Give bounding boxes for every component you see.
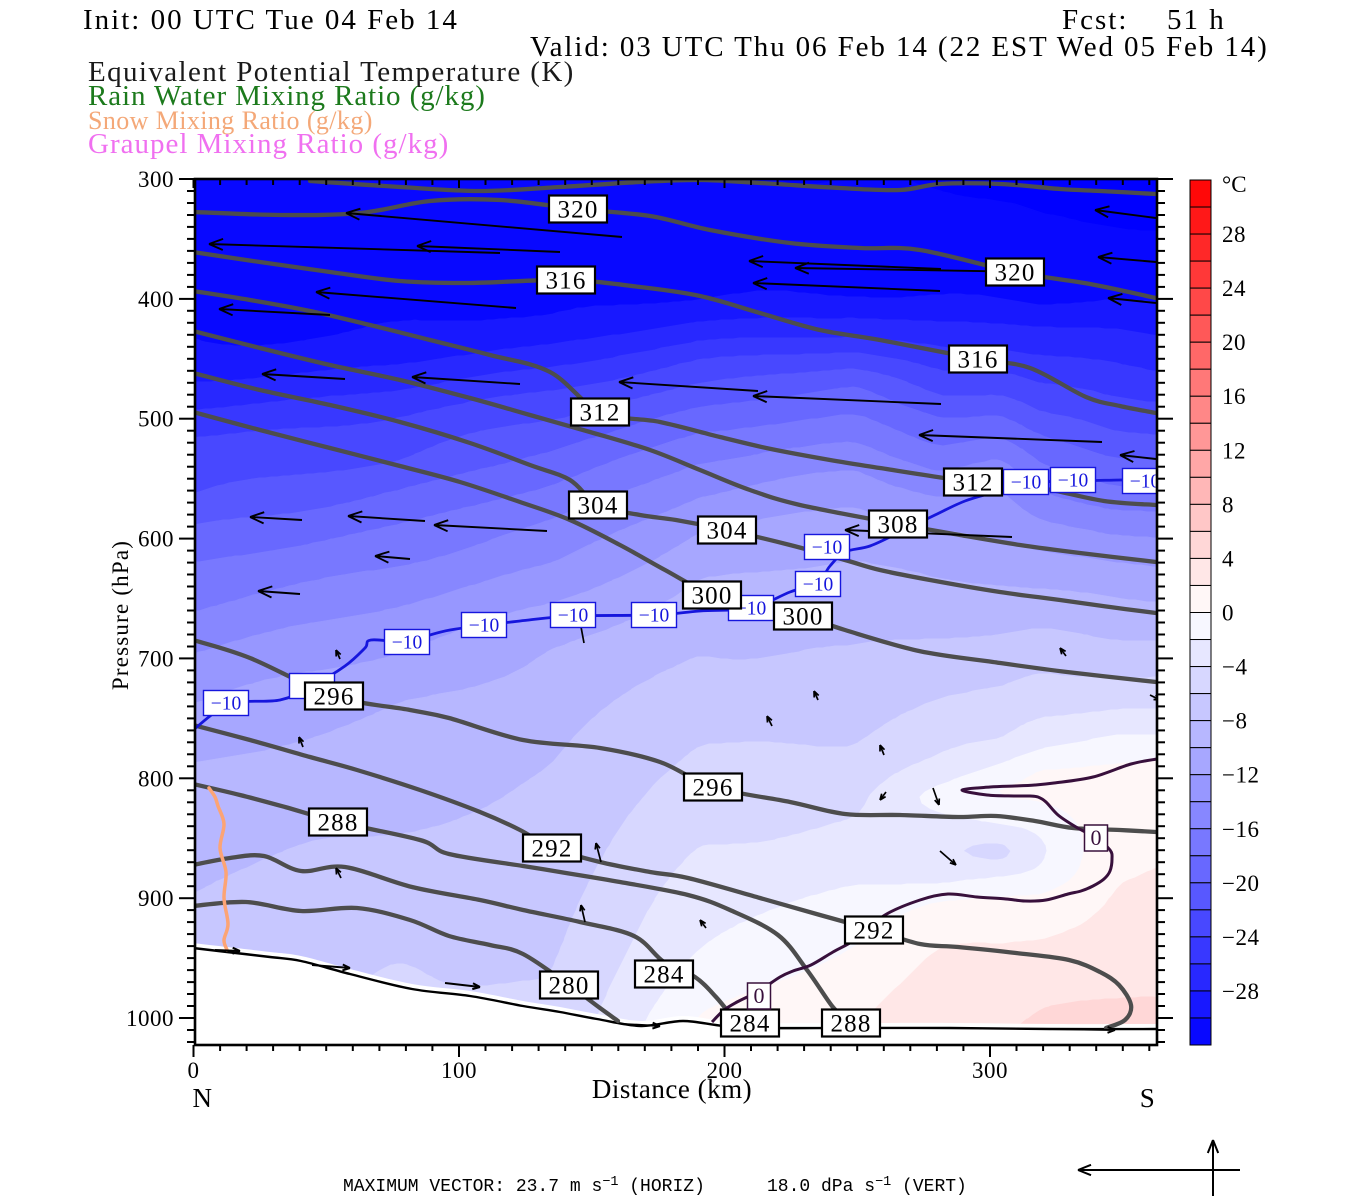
svg-text:288: 288 [830, 1011, 871, 1038]
svg-text:−28: −28 [1222, 979, 1259, 1004]
svg-text:316: 316 [545, 268, 586, 295]
svg-text:Distance (km): Distance (km) [592, 1074, 752, 1104]
svg-text:316: 316 [957, 347, 998, 374]
svg-text:−24: −24 [1222, 925, 1259, 950]
svg-text:−10: −10 [736, 599, 767, 620]
svg-text:0: 0 [1222, 601, 1234, 626]
svg-text:280: 280 [548, 973, 589, 1000]
svg-text:284: 284 [729, 1011, 770, 1038]
svg-text:Snow Mixing Ratio (g/kg): Snow Mixing Ratio (g/kg) [88, 106, 373, 135]
svg-text:−10: −10 [812, 538, 843, 559]
svg-text:312: 312 [579, 400, 620, 427]
svg-text:284: 284 [643, 962, 684, 989]
svg-text:8: 8 [1222, 492, 1234, 517]
svg-text:300: 300 [972, 1058, 1008, 1083]
svg-text:51 h: 51 h [1167, 4, 1226, 36]
svg-text:200: 200 [707, 1058, 743, 1083]
svg-text:MAXIMUM VECTOR: 23.7 m s−1 (H: MAXIMUM VECTOR: 23.7 m s−1 (HORIZ) [343, 1175, 705, 1197]
svg-text:−10: −10 [1058, 471, 1089, 492]
svg-text:296: 296 [692, 775, 733, 802]
svg-text:20: 20 [1222, 330, 1246, 355]
svg-text:Rain Water Mixing Ratio (g/kg): Rain Water Mixing Ratio (g/kg) [88, 80, 486, 112]
svg-text:−10: −10 [639, 606, 670, 627]
svg-text:320: 320 [557, 197, 598, 224]
svg-text:400: 400 [138, 287, 174, 312]
svg-text:16: 16 [1222, 384, 1246, 409]
svg-text:700: 700 [138, 646, 174, 671]
svg-text:−10: −10 [558, 606, 589, 627]
svg-text:Equivalent Potential Temperatu: Equivalent Potential Temperature (K) [88, 56, 575, 88]
svg-text:−4: −4 [1222, 655, 1247, 680]
svg-text:24: 24 [1222, 276, 1246, 301]
svg-text:300: 300 [782, 604, 823, 631]
svg-text:−8: −8 [1222, 709, 1247, 734]
svg-text:600: 600 [138, 527, 174, 552]
svg-text:Graupel Mixing Ratio (g/kg): Graupel Mixing Ratio (g/kg) [88, 128, 449, 160]
svg-text:−12: −12 [1222, 763, 1259, 788]
svg-text:292: 292 [853, 918, 894, 945]
svg-text:28: 28 [1222, 222, 1246, 247]
svg-text:800: 800 [138, 766, 174, 791]
svg-text:4: 4 [1222, 546, 1234, 571]
svg-text:300: 300 [138, 167, 174, 192]
svg-text:900: 900 [138, 886, 174, 911]
svg-text:288: 288 [317, 810, 358, 837]
svg-text:18.0 dPa s−1 (VERT): 18.0 dPa s−1 (VERT) [767, 1175, 967, 1197]
svg-text:N: N [193, 1083, 214, 1113]
svg-text:300: 300 [691, 583, 732, 610]
svg-text:Fcst:: Fcst: [1062, 4, 1128, 36]
svg-text:100: 100 [441, 1058, 477, 1083]
svg-text:−10: −10 [1011, 473, 1042, 494]
svg-text:Valid: 03 UTC Thu 06 Feb 14 (2: Valid: 03 UTC Thu 06 Feb 14 (22 EST Wed … [530, 31, 1269, 63]
svg-text:308: 308 [877, 512, 918, 539]
svg-text:320: 320 [994, 260, 1035, 287]
svg-text:−10: −10 [469, 616, 500, 637]
svg-text:−10: −10 [392, 633, 423, 654]
svg-text:12: 12 [1222, 438, 1246, 463]
svg-text:−10: −10 [211, 694, 242, 715]
svg-text:°C: °C [1222, 172, 1247, 197]
svg-text:−20: −20 [1222, 871, 1259, 896]
svg-text:500: 500 [138, 407, 174, 432]
svg-text:304: 304 [577, 493, 618, 520]
svg-text:Pressure (hPa): Pressure (hPa) [108, 540, 133, 690]
svg-text:304: 304 [706, 518, 747, 545]
svg-text:0: 0 [1091, 825, 1102, 850]
svg-text:1000: 1000 [126, 1006, 174, 1031]
svg-text:296: 296 [313, 684, 354, 711]
svg-text:−10: −10 [1130, 472, 1161, 493]
svg-text:312: 312 [952, 470, 993, 497]
svg-text:Init: 00 UTC Tue 04 Feb 14: Init: 00 UTC Tue 04 Feb 14 [83, 4, 459, 36]
svg-text:0: 0 [188, 1058, 200, 1083]
svg-text:0: 0 [754, 983, 765, 1008]
svg-text:−10: −10 [803, 575, 834, 596]
svg-text:S: S [1140, 1083, 1157, 1113]
svg-text:292: 292 [531, 836, 572, 863]
svg-text:−16: −16 [1222, 817, 1259, 842]
